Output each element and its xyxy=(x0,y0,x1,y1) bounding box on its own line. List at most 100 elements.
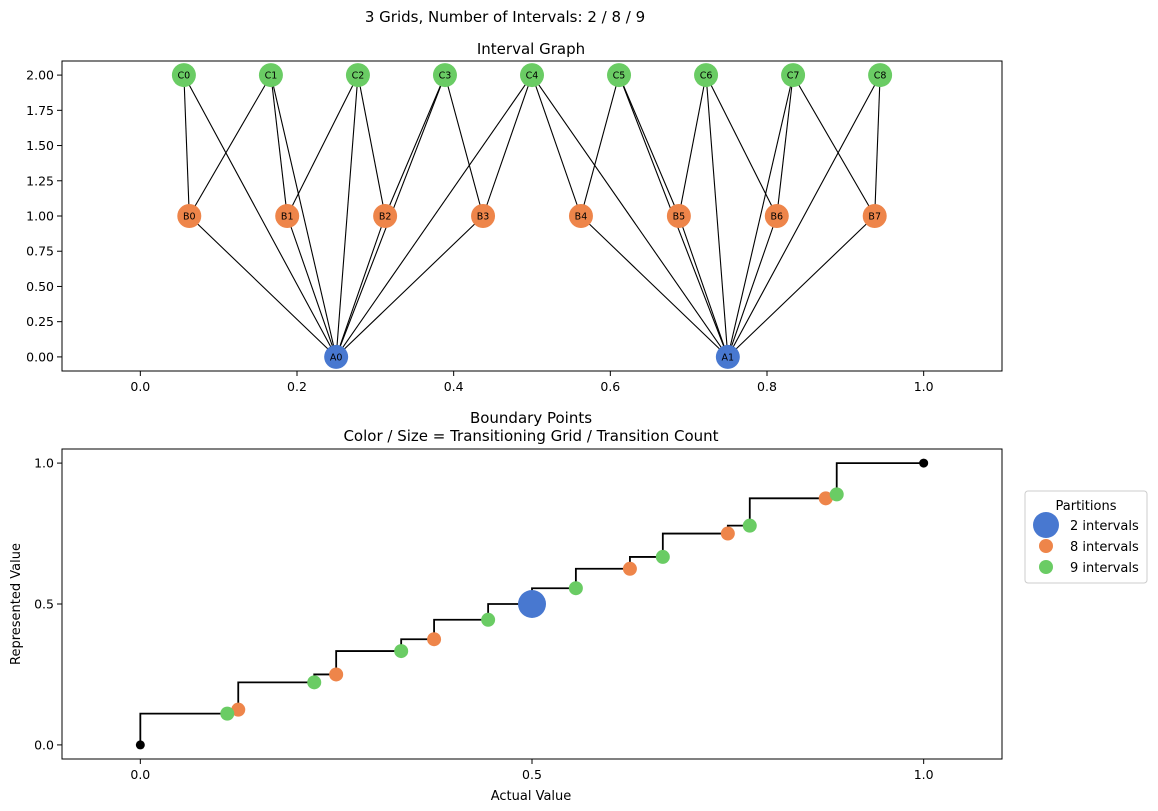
node-B2 xyxy=(373,204,398,228)
y-tick-label: 0.00 xyxy=(26,349,54,364)
node-label-C0: C0 xyxy=(178,71,191,82)
edge-B4-C4 xyxy=(531,74,582,217)
point-grid8 xyxy=(818,491,833,506)
node-C2 xyxy=(345,63,370,88)
legend-marker-grid9 xyxy=(1039,560,1053,574)
node-B4 xyxy=(568,204,593,228)
node-C1 xyxy=(258,63,283,88)
interval-graph-axes: 0.0 0.2 0.4 0.6 0.8 1.0 0.00 0.25 0.50 0.75 1.00 1.… xyxy=(26,68,933,394)
step-line-path xyxy=(139,462,924,745)
node-label-B3: B3 xyxy=(477,212,490,223)
node-B1 xyxy=(275,204,300,228)
point-grid9 xyxy=(568,581,583,596)
node-A1 xyxy=(715,344,740,369)
edge-A0-C1 xyxy=(270,74,337,358)
node-B0 xyxy=(177,204,202,228)
edge-B0-C1 xyxy=(188,74,272,217)
point-grid9 xyxy=(742,518,757,533)
node-B5 xyxy=(666,204,691,228)
edge-A1-B4 xyxy=(580,215,729,358)
node-A0 xyxy=(324,344,349,369)
legend-box xyxy=(1024,490,1148,584)
node-label-C1: C1 xyxy=(265,71,278,82)
edge-B6-C7 xyxy=(776,75,794,217)
node-label-C5: C5 xyxy=(613,71,626,82)
edge-B1-C2 xyxy=(286,74,359,217)
node-label-C8: C8 xyxy=(874,71,887,82)
interval-graph-frame xyxy=(61,60,1003,372)
edge-B0-C0 xyxy=(183,75,190,217)
figure-title: 3 Grids, Number of Intervals: 2 / 8 / 9 xyxy=(365,8,645,26)
x-axis-label: Actual Value xyxy=(491,789,572,804)
point-grid9 xyxy=(829,487,844,502)
x-tick-label: 0.0 xyxy=(130,379,150,394)
point-grid8 xyxy=(329,667,344,682)
edge-B5-C5 xyxy=(618,74,680,217)
endpoint-marker xyxy=(135,740,145,750)
endpoint-marker xyxy=(919,458,929,468)
boundary-point-markers xyxy=(135,458,929,750)
edge-A1-B7 xyxy=(727,215,876,358)
edge-A1-C7 xyxy=(727,74,794,358)
legend-label-grid8: 8 intervals xyxy=(1070,540,1139,555)
node-C5 xyxy=(607,63,632,88)
node-C8 xyxy=(868,63,893,88)
y-tick-label: 0.25 xyxy=(26,314,54,329)
legend-label-grid2: 2 intervals xyxy=(1070,519,1139,534)
edge-A0-B0 xyxy=(188,215,337,358)
edge-B6-C6 xyxy=(705,74,778,217)
legend-title: Partitions xyxy=(1056,499,1117,514)
boundary-points-chart: Boundary Points Color / Size = Transitio… xyxy=(9,409,1148,804)
node-label-A1: A1 xyxy=(722,352,735,363)
node-label-B5: B5 xyxy=(673,212,686,223)
edge-A1-B6 xyxy=(727,215,778,358)
x-tick-label: 1.0 xyxy=(914,379,934,394)
graph-nodes: A0 A1 B0 B1 B2 B3 B4 B5 B6 B7 C0 C1 C2 C3 C4 C5 C6 C7 C8 xyxy=(171,63,893,369)
y-tick-label: 1.50 xyxy=(26,138,54,153)
point-grid9 xyxy=(307,675,322,690)
edge-B3-C3 xyxy=(444,74,484,217)
node-label-B6: B6 xyxy=(771,212,784,223)
node-label-B0: B0 xyxy=(183,212,196,223)
boundary-points-frame xyxy=(61,448,1003,760)
boundary-points-axes: 0.0 0.5 1.0 0.0 0.5 1.0 xyxy=(34,456,934,782)
node-label-C2: C2 xyxy=(352,71,365,82)
edge-B7-C8 xyxy=(874,75,881,217)
node-C6 xyxy=(694,63,719,88)
edge-B1-C1 xyxy=(270,75,288,217)
legend: Partitions 2 intervals 8 intervals 9 inter… xyxy=(1024,490,1148,584)
y-tick-label: 1.75 xyxy=(26,103,54,118)
node-label-C3: C3 xyxy=(439,71,452,82)
node-label-C6: C6 xyxy=(700,71,713,82)
x-tick-label: 1.0 xyxy=(914,767,934,782)
node-label-B1: B1 xyxy=(281,212,294,223)
point-grid8 xyxy=(622,561,637,576)
edge-A0-C2 xyxy=(335,75,359,357)
edge-B5-C6 xyxy=(678,74,707,217)
edge-A0-B2 xyxy=(335,215,386,358)
point-grid2 xyxy=(518,590,546,618)
node-B3 xyxy=(471,204,496,228)
y-tick-label: 1.25 xyxy=(26,173,54,188)
boundary-points-title: Boundary Points xyxy=(470,409,592,427)
point-grid8 xyxy=(231,702,246,717)
y-tick-label: 0.5 xyxy=(34,597,54,612)
legend-items: 2 intervals 8 intervals 9 intervals xyxy=(1033,512,1139,576)
step-line xyxy=(139,462,924,745)
legend-label-grid9: 9 intervals xyxy=(1070,561,1139,576)
edge-A0-C4 xyxy=(335,74,533,358)
node-label-C7: C7 xyxy=(787,71,800,82)
x-tick-label: 0.8 xyxy=(757,379,777,394)
interval-graph-chart: Interval Graph A0 A1 B0 B1 B2 B3 B4 B5 B6 B7 C0 C1 C… xyxy=(26,40,1003,394)
point-grid9 xyxy=(481,612,496,627)
x-tick-label: 0.0 xyxy=(130,767,150,782)
x-tick-label: 0.5 xyxy=(522,767,542,782)
node-B7 xyxy=(862,204,887,228)
edge-A1-C6 xyxy=(705,75,729,357)
y-tick-label: 1.0 xyxy=(34,456,54,471)
x-tick-label: 0.2 xyxy=(287,379,307,394)
point-grid8 xyxy=(427,632,442,647)
graph-edges xyxy=(183,74,881,358)
interval-graph-title: Interval Graph xyxy=(477,40,585,58)
